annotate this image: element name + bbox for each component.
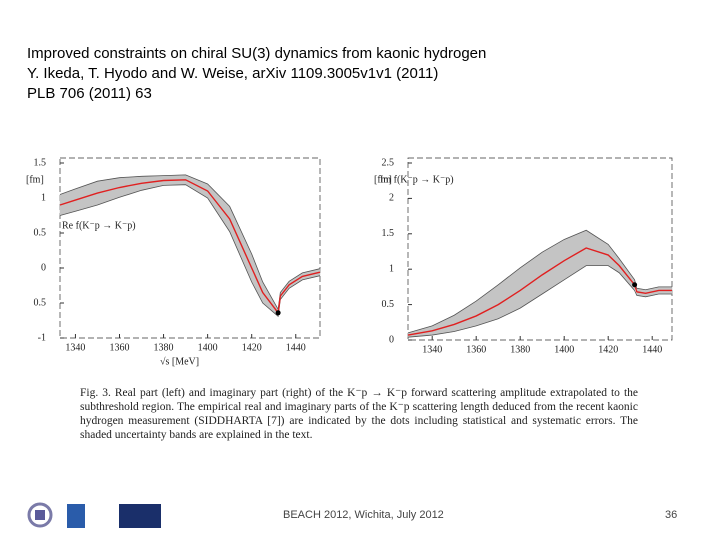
x-tick-label: 1400 xyxy=(554,344,574,355)
x-tick-label: 1340 xyxy=(422,344,442,355)
x-tick-label: 1380 xyxy=(510,344,530,355)
x-axis-label: √s [MeV] xyxy=(160,356,199,367)
data-point xyxy=(632,282,638,288)
page-number: 36 xyxy=(665,509,678,521)
x-tick-label: 1380 xyxy=(154,342,174,353)
slide-title: Improved constraints on chiral SU(3) dyn… xyxy=(27,44,486,104)
figure-caption: Fig. 3. Real part (left) and imaginary p… xyxy=(80,387,638,441)
y-tick-label: 1.5 xyxy=(34,157,47,168)
x-tick-label: 1340 xyxy=(65,342,85,353)
annotation: Re f(K⁻p → K⁻p) xyxy=(62,220,136,231)
x-tick-label: 1440 xyxy=(286,342,306,353)
footer: BEACH 2012, Wichita, July 2012 xyxy=(283,509,444,521)
series-line xyxy=(407,265,672,338)
uncertainty-band xyxy=(519,251,543,309)
x-tick-label: 1360 xyxy=(109,342,129,353)
title-line: Y. Ikeda, T. Hyodo and W. Weise, arXiv 1… xyxy=(27,65,439,82)
logo xyxy=(67,504,85,528)
x-tick-label: 1360 xyxy=(466,344,486,355)
series-line xyxy=(59,179,321,315)
plot-frame xyxy=(59,157,321,339)
series-line xyxy=(59,184,321,318)
y-tick-label: 0.5 xyxy=(382,299,395,310)
y-tick-label: 2.5 xyxy=(382,157,395,168)
uncertainty-band xyxy=(541,239,565,295)
data-point xyxy=(275,310,281,316)
series-line xyxy=(407,229,672,334)
annotation: Im f(K⁻p → K⁻p) xyxy=(380,174,454,185)
y-tick-label: 1.5 xyxy=(382,228,395,239)
y-tick-label: 0.5 xyxy=(34,297,47,308)
x-tick-label: 1400 xyxy=(198,342,218,353)
series-line xyxy=(407,247,672,336)
y-axis-label: [fm] xyxy=(374,174,392,185)
title-line: PLB 706 (2011) 63 xyxy=(27,85,152,102)
x-tick-label: 1420 xyxy=(598,344,618,355)
logos xyxy=(27,502,161,528)
x-tick-label: 1440 xyxy=(642,344,662,355)
y-tick-label: -1 xyxy=(38,332,46,343)
y-tick-label: 0 xyxy=(389,334,394,345)
x-tick-label: 1420 xyxy=(242,342,262,353)
series-line xyxy=(59,174,321,311)
logo xyxy=(35,510,45,520)
title-line: Improved constraints on chiral SU(3) dyn… xyxy=(27,45,487,62)
uncertainty-band xyxy=(607,243,620,274)
y-axis-label: [fm] xyxy=(26,174,44,185)
y-tick-label: 2 xyxy=(389,193,394,204)
logo xyxy=(119,504,161,528)
uncertainty-band xyxy=(585,229,609,266)
y-tick-label: 0.5 xyxy=(34,227,47,238)
uncertainty-band xyxy=(262,281,279,317)
y-tick-label: 1 xyxy=(41,192,46,203)
y-tick-label: 0 xyxy=(41,262,46,273)
uncertainty-band xyxy=(207,183,230,233)
plot-frame xyxy=(407,157,673,341)
y-tick-label: 1 xyxy=(389,263,394,274)
